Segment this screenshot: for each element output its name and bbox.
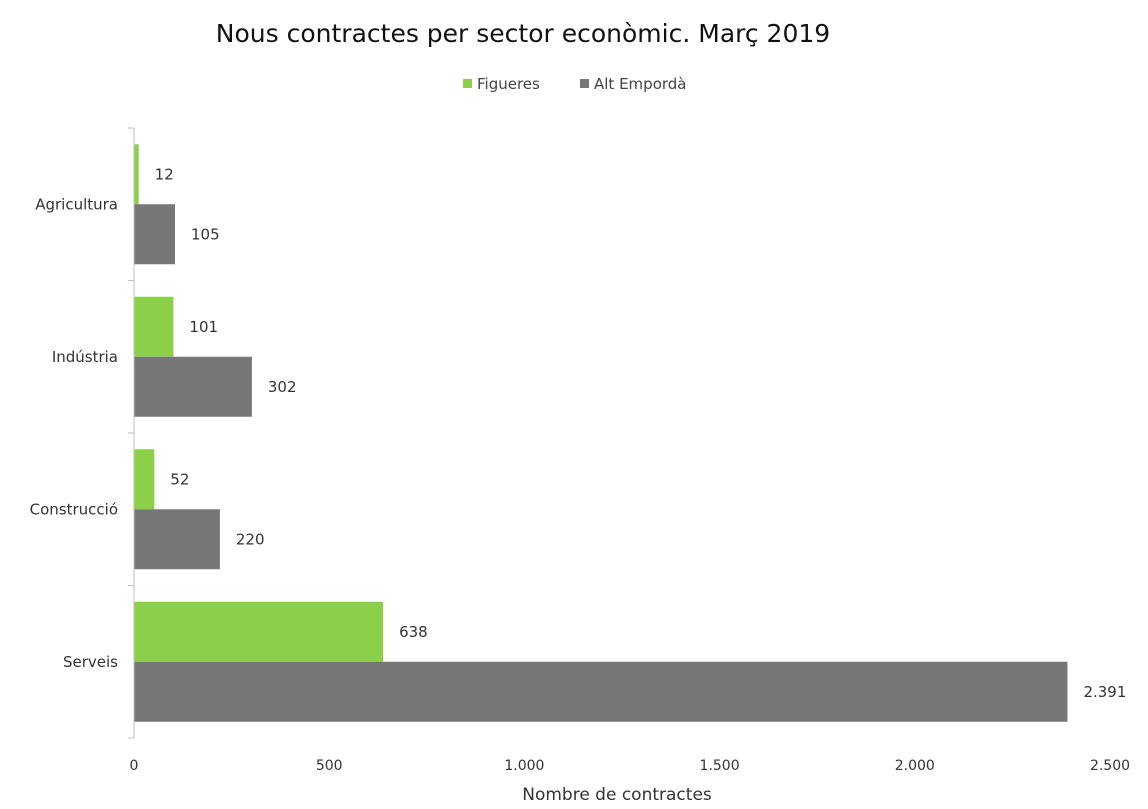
data-label-figueres-agricultura: 12 xyxy=(155,165,174,183)
bar-alt-emporda-agricultura xyxy=(134,204,175,265)
data-label-alt-emporda-serveis: 2.391 xyxy=(1083,683,1126,701)
data-label-alt-emporda-construccio: 220 xyxy=(236,530,265,548)
data-label-figueres-industria: 101 xyxy=(189,318,218,336)
x-axis-title: Nombre de contractes xyxy=(522,785,712,805)
x-tick-label-1000: 1.000 xyxy=(504,758,544,774)
category-label-industria: Indústria xyxy=(52,348,118,366)
bar-figueres-serveis xyxy=(134,601,384,662)
bar-figueres-construccio xyxy=(134,449,155,510)
x-tick-label-0: 0 xyxy=(130,758,139,774)
bar-figueres-industria xyxy=(134,296,174,357)
data-label-figueres-serveis: 638 xyxy=(399,623,428,641)
plot-area: 12 105 Agricultura 101 302 Indústria 52 220 Cons… xyxy=(30,127,1130,774)
legend-swatch-alt-emporda xyxy=(580,79,589,88)
legend-label-alt-emporda: Alt Empordà xyxy=(594,75,686,93)
data-label-figueres-construccio: 52 xyxy=(170,470,189,488)
legend-swatch-figueres xyxy=(463,79,472,88)
x-tick-label-500: 500 xyxy=(316,758,343,774)
bar-alt-emporda-construccio xyxy=(134,509,220,570)
data-label-alt-emporda-industria: 302 xyxy=(268,378,297,396)
category-label-serveis: Serveis xyxy=(63,653,118,671)
x-tick-label-2500: 2.500 xyxy=(1090,758,1130,774)
legend-label-figueres: Figueres xyxy=(477,75,540,93)
bar-alt-emporda-industria xyxy=(134,356,252,417)
legend: Figueres Alt Empordà xyxy=(463,75,686,93)
data-label-alt-emporda-agricultura: 105 xyxy=(191,225,220,243)
chart-title: Nous contractes per sector econòmic. Mar… xyxy=(216,19,830,48)
bar-figueres-agricultura xyxy=(134,144,139,205)
x-tick-label-1500: 1.500 xyxy=(700,758,740,774)
bar-alt-emporda-serveis xyxy=(134,661,1068,722)
x-tick-label-2000: 2.000 xyxy=(895,758,935,774)
category-label-agricultura: Agricultura xyxy=(35,195,118,213)
category-label-construccio: Construcció xyxy=(30,500,118,518)
